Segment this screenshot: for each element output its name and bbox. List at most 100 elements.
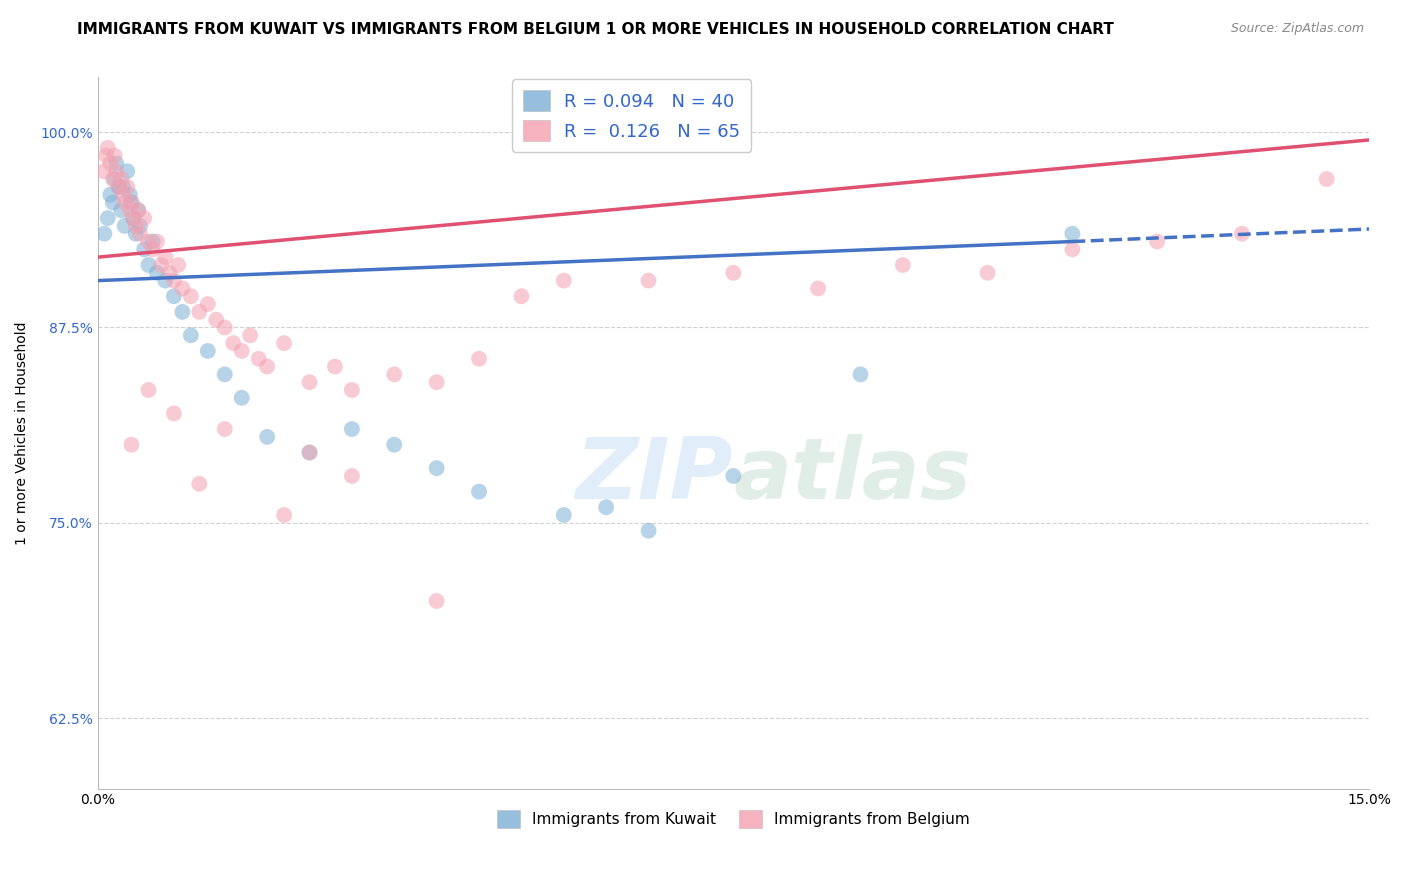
Point <box>553 274 575 288</box>
Point <box>239 328 262 343</box>
Point <box>273 508 295 522</box>
Point <box>122 211 145 226</box>
Point <box>112 179 135 194</box>
Point <box>163 407 186 421</box>
Point <box>214 320 236 334</box>
Point <box>849 368 872 382</box>
Point <box>426 461 449 475</box>
Point <box>114 195 136 210</box>
Point <box>214 368 236 382</box>
Point <box>891 258 914 272</box>
Point <box>98 187 121 202</box>
Point <box>468 484 491 499</box>
Point <box>180 328 202 343</box>
Point <box>117 179 139 194</box>
Point <box>117 164 139 178</box>
Point <box>103 148 125 162</box>
Point <box>134 211 156 226</box>
Point <box>382 368 405 382</box>
Point <box>110 172 132 186</box>
Point <box>107 179 129 194</box>
Point <box>138 235 160 249</box>
Point <box>118 187 141 202</box>
Point <box>382 438 405 452</box>
Point <box>93 164 115 178</box>
Point <box>298 445 321 459</box>
Point <box>231 343 253 358</box>
Point <box>125 219 148 233</box>
Point <box>121 438 143 452</box>
Point <box>222 336 245 351</box>
Point <box>122 211 145 226</box>
Point <box>298 445 321 459</box>
Point <box>273 336 295 351</box>
Point <box>1146 235 1168 249</box>
Point <box>426 594 449 608</box>
Point <box>807 281 830 295</box>
Point <box>340 422 363 436</box>
Point <box>121 195 143 210</box>
Point <box>118 203 141 218</box>
Point <box>723 266 745 280</box>
Legend: Immigrants from Kuwait, Immigrants from Belgium: Immigrants from Kuwait, Immigrants from … <box>491 805 976 834</box>
Point <box>595 500 617 515</box>
Point <box>146 266 169 280</box>
Point <box>129 227 152 241</box>
Point <box>159 266 181 280</box>
Point <box>97 211 120 226</box>
Point <box>426 375 449 389</box>
Point <box>1230 227 1253 241</box>
Text: atlas: atlas <box>734 434 972 517</box>
Point <box>125 227 148 241</box>
Point <box>340 469 363 483</box>
Point <box>214 422 236 436</box>
Point <box>256 430 278 444</box>
Point <box>172 281 194 295</box>
Point <box>197 343 219 358</box>
Point <box>112 187 135 202</box>
Point <box>256 359 278 374</box>
Point <box>134 243 156 257</box>
Point <box>101 172 124 186</box>
Text: IMMIGRANTS FROM KUWAIT VS IMMIGRANTS FROM BELGIUM 1 OR MORE VEHICLES IN HOUSEHOL: IMMIGRANTS FROM KUWAIT VS IMMIGRANTS FRO… <box>77 22 1114 37</box>
Point <box>637 524 659 538</box>
Text: Source: ZipAtlas.com: Source: ZipAtlas.com <box>1230 22 1364 36</box>
Point <box>637 274 659 288</box>
Point <box>298 375 321 389</box>
Point <box>1316 172 1339 186</box>
Point <box>723 469 745 483</box>
Point <box>103 172 125 186</box>
Point <box>167 258 190 272</box>
Point <box>121 195 143 210</box>
Point <box>553 508 575 522</box>
Point <box>468 351 491 366</box>
Point <box>188 476 211 491</box>
Point <box>138 383 160 397</box>
Point <box>114 219 136 233</box>
Point <box>163 274 186 288</box>
Point <box>98 156 121 170</box>
Point <box>101 195 124 210</box>
Point <box>205 312 228 326</box>
Point <box>142 235 165 249</box>
Point <box>197 297 219 311</box>
Point <box>172 305 194 319</box>
Point <box>247 351 270 366</box>
Point <box>94 148 117 162</box>
Point <box>127 203 149 218</box>
Point <box>231 391 253 405</box>
Point <box>323 359 346 374</box>
Point <box>97 141 120 155</box>
Point <box>127 203 149 218</box>
Point <box>188 305 211 319</box>
Point <box>155 250 177 264</box>
Point <box>150 258 173 272</box>
Y-axis label: 1 or more Vehicles in Household: 1 or more Vehicles in Household <box>15 321 30 545</box>
Point <box>976 266 998 280</box>
Point <box>105 156 128 170</box>
Point <box>180 289 202 303</box>
Text: ZIP: ZIP <box>575 434 734 517</box>
Point <box>163 289 186 303</box>
Point <box>142 243 165 257</box>
Point <box>129 219 152 233</box>
